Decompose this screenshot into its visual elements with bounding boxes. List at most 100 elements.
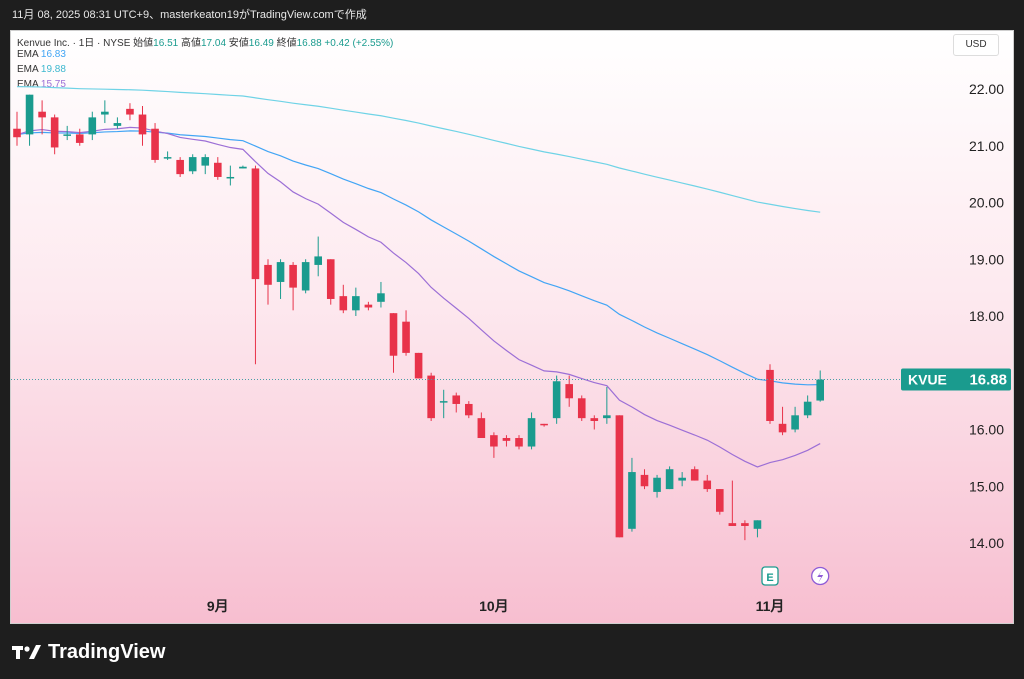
candle-body <box>214 162 222 177</box>
candle-body <box>25 94 34 135</box>
candle-body <box>113 123 122 126</box>
chart-panel[interactable]: Kenvue Inc. · 1日 · NYSE 始値16.51 高値17.04 … <box>10 30 1014 624</box>
ema-legend-2[interactable]: EMA 19.88 <box>17 64 66 75</box>
close-label: 終値 <box>276 38 297 49</box>
candle-body <box>728 523 737 526</box>
candle-body <box>326 259 335 299</box>
ohlc-header: Kenvue Inc. · 1日 · NYSE 始値16.51 高値17.04 … <box>17 34 393 49</box>
candle-body <box>427 375 435 419</box>
earnings-icon-letter: E <box>766 572 773 584</box>
candle-body <box>188 157 197 172</box>
candle-body <box>515 438 523 447</box>
y-tick-label: 21.00 <box>969 138 1004 154</box>
open-label: 始値 <box>133 38 154 49</box>
candle-body <box>615 415 624 538</box>
ema-value: 16.83 <box>40 49 66 60</box>
change-value: +0.42 (+2.55%) <box>324 38 394 49</box>
candle-body <box>163 157 172 159</box>
price-chart[interactable]: 14.0015.0016.0017.0018.0019.0020.0021.00… <box>11 31 1014 624</box>
chart-caption: 11月 08, 2025 08:31 UTC+9、masterkeaton19が… <box>12 9 367 21</box>
candle-body <box>465 403 473 416</box>
candle-body <box>239 166 247 169</box>
ema-line-3 <box>16 126 821 468</box>
ema-name: EMA <box>17 79 39 90</box>
candle-body <box>301 262 310 291</box>
candle-body <box>151 128 159 160</box>
tradingview-icon <box>12 645 41 659</box>
y-tick-label: 15.00 <box>969 478 1004 494</box>
candle-body <box>653 477 661 492</box>
candle-body <box>741 523 749 526</box>
x-tick-label: 9月 <box>207 598 229 614</box>
candle-body <box>490 435 498 447</box>
ema-legend-1[interactable]: EMA 16.83 <box>17 49 66 60</box>
candle-body <box>540 423 548 426</box>
candle-body <box>414 352 423 379</box>
high-label: 高値 <box>180 38 201 49</box>
y-tick-label: 18.00 <box>969 308 1004 324</box>
candle-body <box>502 438 511 441</box>
candle-body <box>439 401 448 403</box>
candle-body <box>226 176 235 179</box>
candle-body <box>665 469 674 490</box>
x-tick-label: 10月 <box>479 598 509 614</box>
open-value: 16.51 <box>153 38 179 49</box>
lightning-icon <box>817 570 824 583</box>
candle-body <box>678 477 686 481</box>
candle-body <box>377 293 385 302</box>
ema-name: EMA <box>17 64 39 75</box>
candle-body <box>126 108 134 115</box>
candle-body <box>75 134 84 143</box>
candle-body <box>565 384 573 399</box>
candle-body <box>201 157 210 166</box>
candle-body <box>63 134 71 136</box>
candle-body <box>803 401 812 416</box>
candle-body <box>352 296 360 311</box>
high-value: 17.04 <box>200 38 227 49</box>
candle-body <box>251 168 260 280</box>
y-tick-label: 20.00 <box>969 195 1004 211</box>
ema-line-1 <box>16 130 821 386</box>
candle-body <box>389 313 398 356</box>
candle-body <box>264 264 272 285</box>
candle-body <box>577 398 586 419</box>
candle-body <box>778 423 787 433</box>
candle-body <box>640 474 649 487</box>
candle-body <box>552 381 561 419</box>
x-tick-label: 11月 <box>756 598 785 614</box>
brand-name: TradingView <box>48 641 166 663</box>
candle-body <box>603 415 611 419</box>
candle-body <box>791 415 799 430</box>
candle-body <box>38 111 46 118</box>
candle-body <box>176 159 184 175</box>
price-tag-value: 16.88 <box>969 372 1007 389</box>
candle-body <box>88 117 97 135</box>
tradingview-logo[interactable]: TradingView <box>12 638 165 666</box>
candle-body <box>716 489 724 512</box>
candle-body <box>314 256 322 265</box>
y-tick-label: 19.00 <box>969 251 1004 267</box>
candle-body <box>477 418 486 439</box>
candle-body <box>690 469 699 481</box>
candle-body <box>628 472 636 529</box>
candle-body <box>101 111 109 115</box>
candle-body <box>703 480 712 490</box>
y-tick-label: 14.00 <box>969 535 1004 551</box>
ema-legend-3[interactable]: EMA 15.75 <box>17 79 66 90</box>
candle-body <box>289 264 297 288</box>
earnings-icon[interactable] <box>761 566 779 586</box>
low-label: 安値 <box>228 38 249 49</box>
low-value: 16.49 <box>248 38 274 49</box>
candle-body <box>527 418 536 447</box>
candle-body <box>13 128 21 138</box>
candle-body <box>452 395 461 404</box>
ema-value: 15.75 <box>40 79 66 90</box>
symbol-line: Kenvue Inc. · 1日 · NYSE <box>17 38 131 49</box>
currency-button[interactable]: USD <box>953 34 999 56</box>
y-tick-label: 22.00 <box>969 81 1004 97</box>
ema-line-2 <box>16 86 821 213</box>
price-tag <box>901 368 1011 391</box>
candle-body <box>138 114 147 135</box>
price-tag-symbol: KVUE <box>908 372 947 388</box>
ema-name: EMA <box>17 49 39 60</box>
